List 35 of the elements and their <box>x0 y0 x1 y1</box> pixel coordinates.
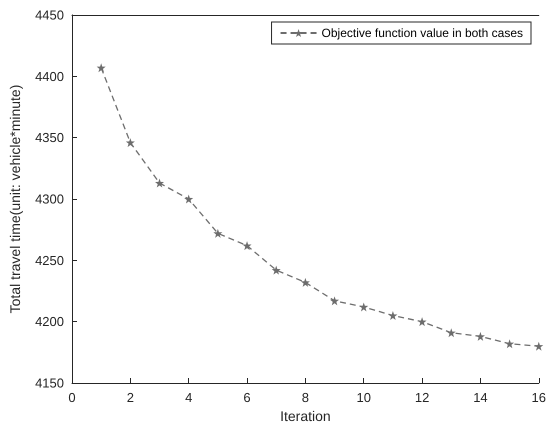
point <box>272 266 281 275</box>
point <box>184 194 194 204</box>
x-tick-label: 10 <box>356 390 371 405</box>
y-tick-label: 4250 <box>35 252 64 268</box>
y-tick-label: 4200 <box>35 314 64 330</box>
point <box>446 328 456 338</box>
y-tick-label: 4350 <box>35 130 64 146</box>
x-tick-label: 2 <box>126 390 134 405</box>
point <box>388 311 398 320</box>
y-axis-title: Total travel time(unit: vehicle*minute) <box>7 84 23 314</box>
point <box>300 278 310 287</box>
y-tick-label: 4150 <box>35 376 64 390</box>
point <box>242 241 252 250</box>
y-tick-label: 4450 <box>35 8 64 22</box>
x-tick-label: 14 <box>473 390 488 405</box>
point <box>155 178 164 188</box>
y-tick-label: 4300 <box>35 192 64 206</box>
x-tick-label: 8 <box>302 390 309 405</box>
x-tick-label: 6 <box>243 390 251 405</box>
point <box>418 317 427 326</box>
point <box>96 63 106 72</box>
point <box>126 138 135 148</box>
x-tick-label: 4 <box>185 390 192 405</box>
point <box>359 302 368 312</box>
x-tick-label: 12 <box>414 390 430 405</box>
x-tick-label: 0 <box>68 390 76 405</box>
point <box>534 342 544 351</box>
y-tick-label: 4400 <box>35 68 64 84</box>
x-tick-label: 16 <box>532 390 546 405</box>
point <box>476 332 485 341</box>
legend-label: Objective function value in both cases <box>322 26 523 40</box>
x-axis-title: Iteration <box>280 408 331 424</box>
point <box>330 296 340 306</box>
point <box>505 339 514 348</box>
point <box>213 228 222 238</box>
